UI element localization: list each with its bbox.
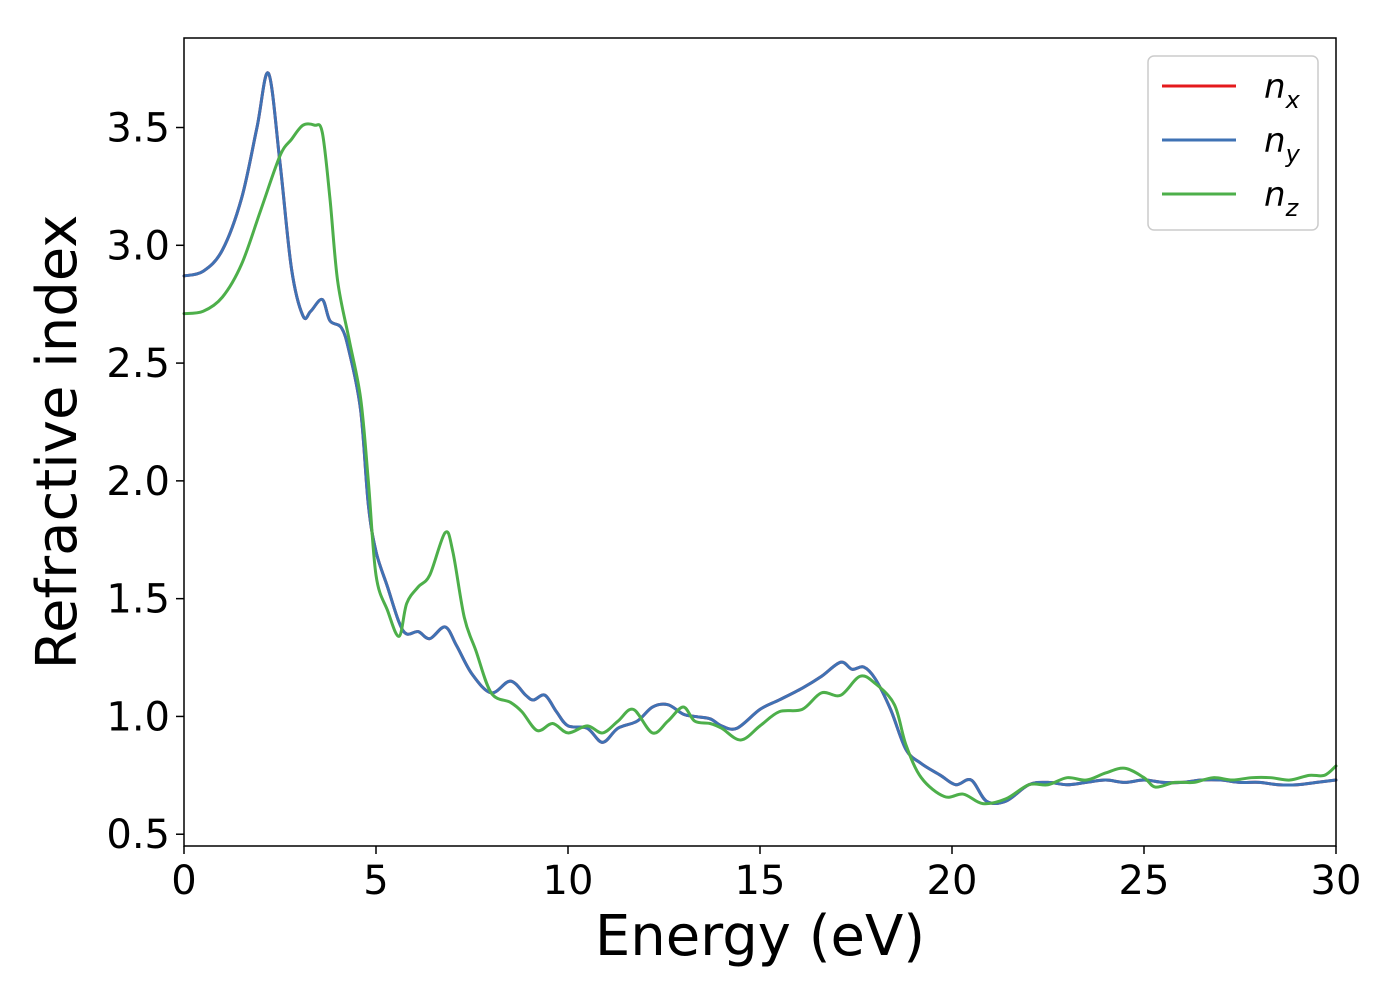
x-axis-ticks: 0 5 10 15 20 25 30 (171, 846, 1361, 904)
x-tick-label: 20 (927, 858, 978, 904)
y-tick-label: 2.5 (106, 341, 170, 387)
legend: nx ny nz (1147, 55, 1319, 231)
series-line-z (182, 122, 1338, 806)
legend-label-z: nz (1264, 175, 1300, 222)
y-tick-label: 0.5 (106, 812, 170, 858)
y-axis-ticks: 0.5 1.0 1.5 2.0 2.5 3.0 3.5 (106, 106, 184, 858)
y-tick-label: 3.5 (106, 106, 170, 152)
y-tick-label: 3.0 (106, 223, 170, 269)
x-tick-label: 15 (735, 858, 786, 904)
plot-area (182, 71, 1338, 806)
y-axis-label: Refractive index (25, 215, 90, 670)
y-tick-label: 2.0 (106, 459, 170, 505)
legend-box (1147, 55, 1319, 231)
x-axis-label: Energy (eV) (595, 904, 925, 969)
series-line-y (182, 71, 1338, 806)
y-tick-label: 1.5 (106, 577, 170, 623)
x-tick-label: 5 (363, 858, 388, 904)
x-tick-label: 30 (1311, 858, 1362, 904)
x-tick-label: 10 (543, 858, 594, 904)
legend-label-y: ny (1264, 121, 1301, 168)
y-tick-label: 1.0 (106, 694, 170, 740)
plot-frame (183, 37, 1337, 847)
x-tick-label: 0 (171, 858, 196, 904)
x-tick-label: 25 (1119, 858, 1170, 904)
legend-label-x: nx (1264, 67, 1301, 114)
